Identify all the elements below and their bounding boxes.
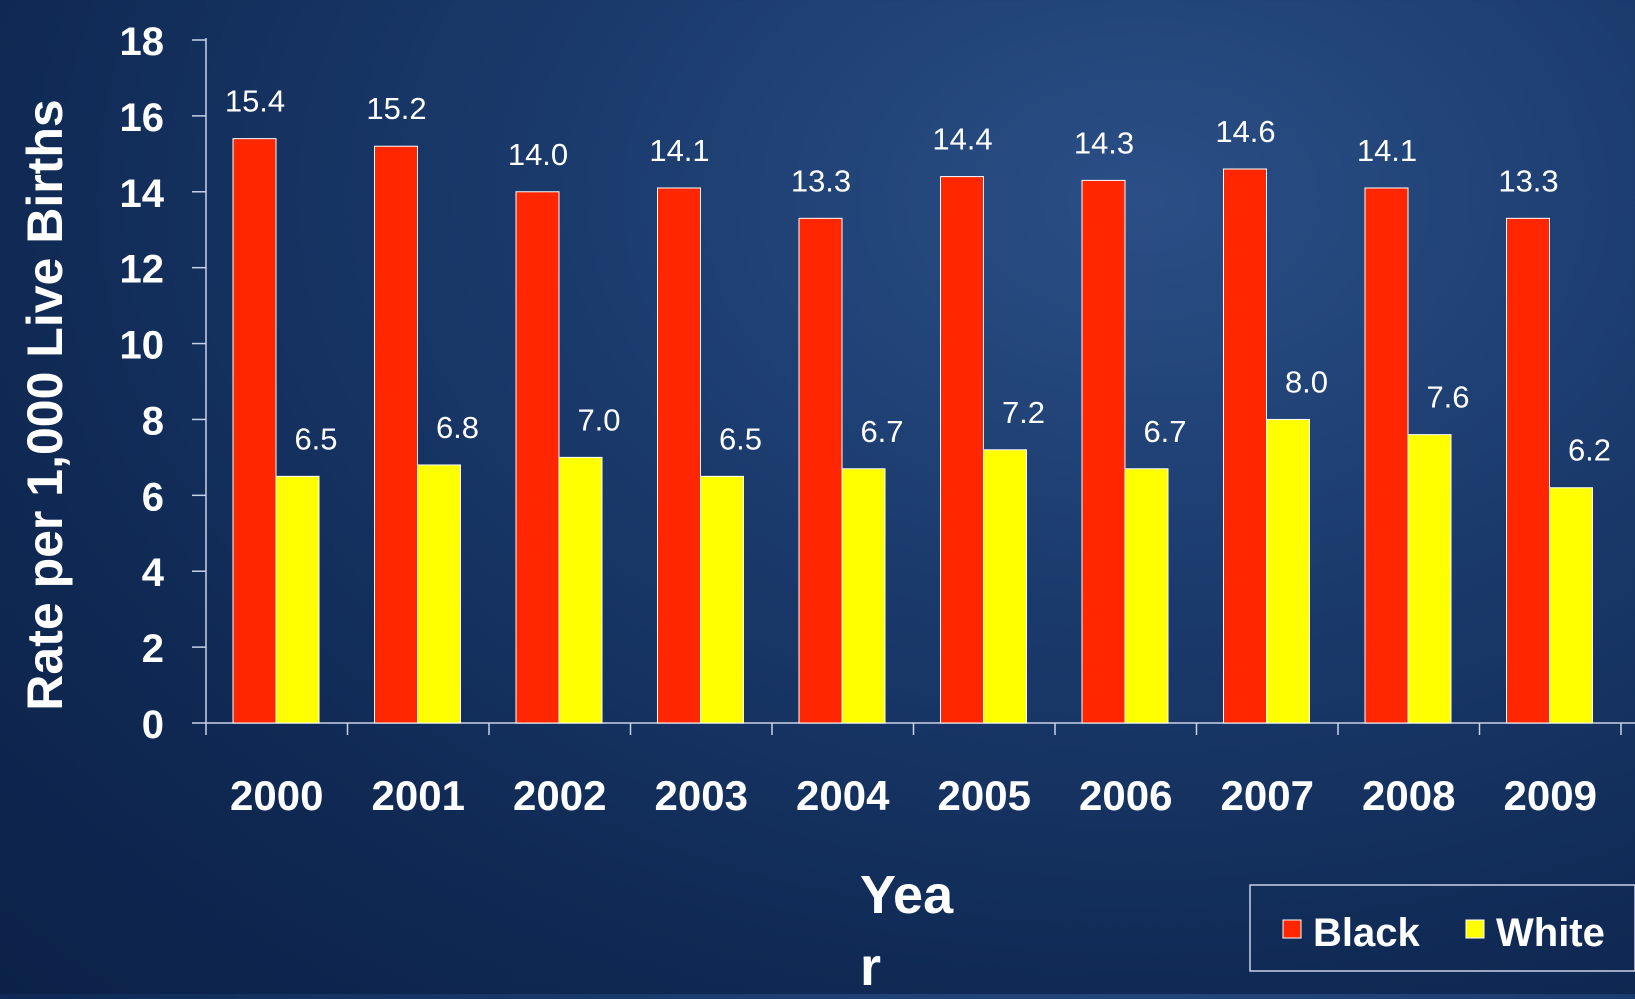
x-tick-label: 2005 bbox=[938, 772, 1031, 819]
value-label-white: 7.6 bbox=[1426, 380, 1469, 415]
value-label-white: 6.8 bbox=[436, 410, 479, 445]
legend-swatch-white bbox=[1465, 919, 1485, 939]
x-tick-label: 2006 bbox=[1079, 772, 1172, 819]
x-tick-label: 2002 bbox=[513, 772, 606, 819]
value-label-black: 14.4 bbox=[932, 122, 992, 157]
bar-black bbox=[1223, 168, 1267, 724]
bar-black bbox=[1506, 217, 1550, 724]
value-label-white: 6.5 bbox=[719, 421, 762, 456]
legend-label-white: White bbox=[1496, 911, 1605, 955]
value-label-black: 15.4 bbox=[225, 84, 285, 119]
x-tick-label: 2009 bbox=[1504, 772, 1597, 819]
y-tick-label: 14 bbox=[120, 172, 165, 216]
y-axis-title: Rate per 1,000 Live Births bbox=[17, 99, 73, 710]
bar-white bbox=[1266, 418, 1310, 724]
y-tick-label: 12 bbox=[120, 248, 165, 292]
value-label-black: 14.1 bbox=[1357, 133, 1417, 168]
x-axis-title: Yea bbox=[860, 865, 954, 925]
legend-label-black: Black bbox=[1313, 911, 1420, 955]
y-axis: 0 2 4 6 8 10 12 14 16 18 bbox=[120, 20, 207, 747]
value-labels: 15.4 15.2 14.0 14.1 13.3 14.4 14.3 14.6 14.1 13.3… bbox=[225, 84, 1611, 468]
y-tick-label: 0 bbox=[142, 703, 164, 747]
y-tick-label: 6 bbox=[142, 475, 164, 519]
legend-box bbox=[1249, 884, 1635, 972]
value-label-white: 7.0 bbox=[577, 402, 620, 437]
value-label-black: 14.6 bbox=[1215, 114, 1275, 149]
bar-white bbox=[700, 475, 744, 724]
value-label-white: 8.0 bbox=[1285, 364, 1328, 399]
x-axis-title-line2: r bbox=[860, 937, 881, 994]
bar-white bbox=[1407, 434, 1452, 724]
y-tick-label: 10 bbox=[120, 324, 165, 368]
bar-black bbox=[374, 145, 418, 724]
y-tick-label: 8 bbox=[142, 399, 164, 443]
value-label-black: 14.0 bbox=[508, 137, 568, 172]
x-tick-label: 2008 bbox=[1362, 772, 1455, 819]
legend-swatch-black bbox=[1282, 919, 1302, 939]
x-tick-label: 2003 bbox=[655, 772, 748, 819]
bar-white bbox=[1124, 468, 1169, 724]
x-tick-label: 2004 bbox=[796, 772, 890, 819]
bar-black bbox=[940, 176, 984, 724]
bar-white bbox=[417, 464, 461, 724]
bar-black bbox=[1081, 179, 1126, 724]
value-label-black: 15.2 bbox=[366, 91, 426, 126]
y-tick-label: 2 bbox=[142, 627, 164, 671]
bar-black bbox=[1364, 187, 1409, 724]
bars bbox=[232, 138, 1593, 724]
bar-black bbox=[515, 191, 560, 724]
bar-black bbox=[798, 217, 843, 724]
value-label-black: 14.1 bbox=[649, 133, 709, 168]
y-tick-label: 4 bbox=[142, 551, 165, 595]
bar-black bbox=[232, 138, 277, 724]
x-tick-label: 2001 bbox=[372, 772, 465, 819]
x-axis: 2000 2001 2002 2003 2004 2005 2006 2007 2008 2009 bbox=[205, 722, 1635, 819]
value-label-black: 13.3 bbox=[1498, 163, 1558, 198]
y-tick-label: 18 bbox=[120, 20, 165, 64]
bar-white bbox=[1549, 487, 1593, 724]
bar-black bbox=[657, 187, 701, 724]
value-label-white: 6.2 bbox=[1568, 433, 1611, 468]
bar-white bbox=[983, 449, 1027, 724]
value-label-white: 6.5 bbox=[294, 421, 337, 456]
value-label-black: 13.3 bbox=[791, 163, 851, 198]
value-label-black: 14.3 bbox=[1074, 125, 1134, 160]
bar-white bbox=[841, 468, 886, 724]
bar-white bbox=[275, 475, 320, 724]
value-label-white: 6.7 bbox=[860, 414, 903, 449]
x-tick-label: 2007 bbox=[1221, 772, 1314, 819]
legend: Black White bbox=[1249, 884, 1635, 972]
value-label-white: 6.7 bbox=[1143, 414, 1186, 449]
y-tick-label: 16 bbox=[120, 96, 165, 140]
value-label-white: 7.2 bbox=[1002, 395, 1045, 430]
x-tick-label: 2000 bbox=[230, 772, 323, 819]
bar-white bbox=[558, 456, 603, 724]
